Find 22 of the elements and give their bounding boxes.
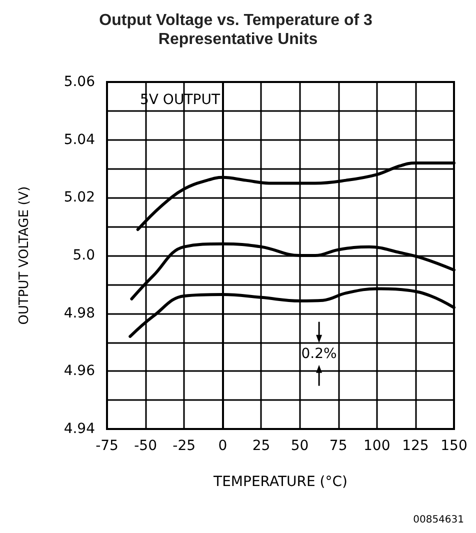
x-tick-label: 75 <box>329 438 348 454</box>
x-tick-label: 50 <box>290 438 309 454</box>
x-tick-label: 25 <box>252 438 270 454</box>
x-tick-label: 125 <box>402 438 429 454</box>
x-axis-title: TEMPERATURE (°C) <box>212 474 348 490</box>
y-tick-label: 4.96 <box>64 363 96 380</box>
x-tick-label: -50 <box>134 438 157 454</box>
y-tick-label: 5.0 <box>72 248 95 264</box>
y-tick-label: 4.98 <box>64 305 95 322</box>
y-tick-label: 5.06 <box>64 74 96 90</box>
annotation: 0.2% <box>301 346 337 362</box>
text: 00854631 <box>413 514 464 526</box>
x-tick-label: 100 <box>364 438 390 454</box>
y-tick-label: 4.94 <box>64 421 96 437</box>
x-tick-label: -25 <box>172 438 196 454</box>
x-tick-label: 0 <box>218 438 228 454</box>
x-tick-label: 150 <box>440 438 468 454</box>
y-tick-label: 5.04 <box>64 132 96 148</box>
y-axis-title: OUTPUT VOLTAGE (V) <box>17 186 32 325</box>
chart-title: Output Voltage vs. Temperature of 3 Representative Units <box>99 12 377 48</box>
x-tick-label: -75 <box>96 438 118 454</box>
y-tick-label: 5.02 <box>64 190 95 206</box>
